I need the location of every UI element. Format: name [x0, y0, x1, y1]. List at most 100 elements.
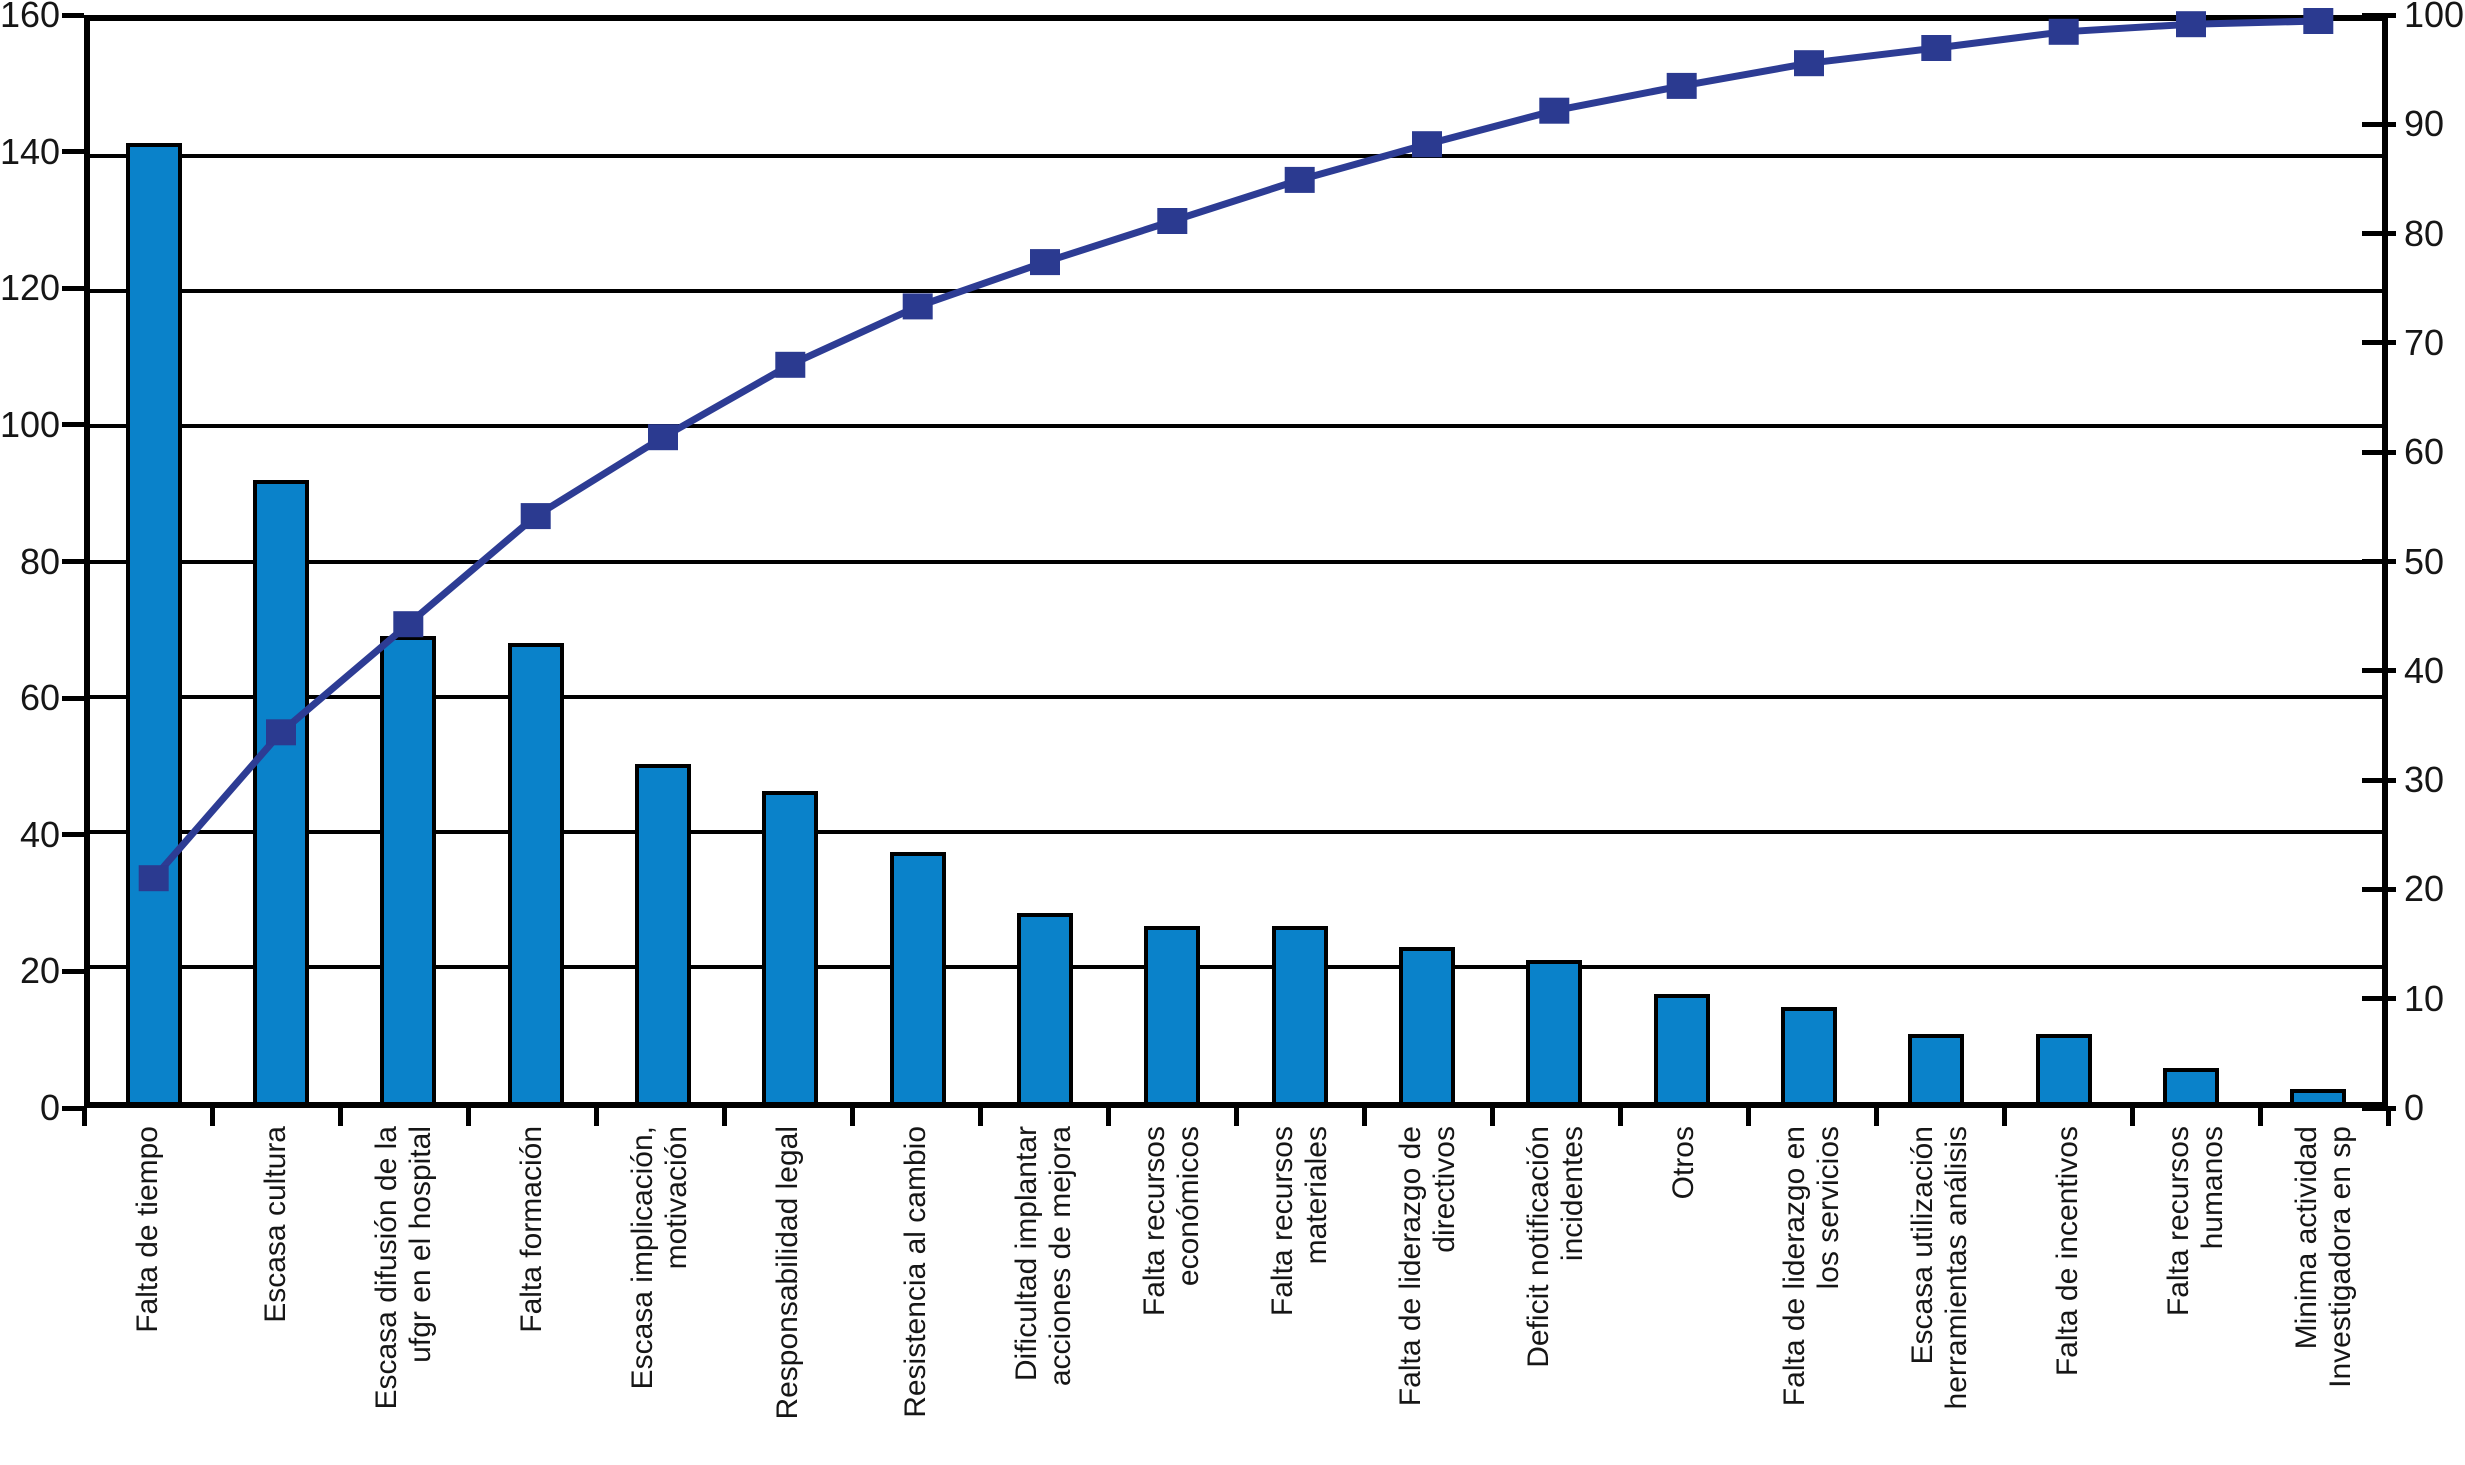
x-axis-label-line: Falta recursos — [1266, 1126, 1299, 1317]
bar — [762, 791, 819, 1102]
x-axis-label-line: Otros — [1667, 1126, 1700, 1200]
cumulative-line-marker — [266, 719, 296, 746]
x-axis-category-label: Dificultad implantar acciones de mejora — [1010, 1126, 1078, 1458]
bar — [1271, 926, 1328, 1102]
x-axis-tick — [1745, 1106, 1751, 1126]
x-axis-category-label: Deficit notificación incidentes — [1522, 1126, 1590, 1458]
left-axis-tick-label: 100 — [0, 403, 61, 445]
cumulative-line-layer — [138, 8, 2334, 892]
right-axis-tick — [2362, 886, 2396, 892]
x-axis-label-line: motivación — [660, 1126, 693, 1270]
x-axis-category-label: Falta recursos humanos — [2162, 1126, 2230, 1458]
x-axis-tick — [2129, 1106, 2135, 1126]
left-axis-tick — [62, 559, 84, 564]
right-axis-tick — [2362, 1105, 2396, 1111]
bar — [380, 635, 437, 1102]
cumulative-line-marker — [1030, 249, 1060, 276]
right-axis-tick-label: 90 — [2404, 103, 2445, 145]
right-axis-tick — [2362, 559, 2396, 564]
cumulative-line-marker — [1284, 166, 1315, 193]
right-axis-tick-label: 20 — [2404, 868, 2445, 910]
gridline — [90, 694, 2382, 699]
x-axis-tick — [1489, 1106, 1495, 1126]
right-axis-tick-label: 50 — [2404, 540, 2445, 582]
bar — [1653, 993, 1710, 1102]
left-axis-tick — [62, 1105, 84, 1111]
x-axis-label-line: Falta de incentivos — [2051, 1126, 2084, 1377]
x-axis-label-line: Falta formación — [515, 1126, 548, 1333]
x-axis-label-line: Minima actividad — [2290, 1126, 2323, 1350]
left-axis-tick-label: 20 — [19, 950, 60, 992]
x-axis-label-line: económicos — [1172, 1126, 1205, 1287]
right-axis-tick — [2362, 12, 2396, 18]
x-axis-tick — [721, 1106, 727, 1126]
x-axis-tick — [2001, 1106, 2007, 1126]
right-axis-tick — [2362, 777, 2396, 783]
gridline — [90, 424, 2382, 429]
left-axis-tick — [62, 695, 84, 701]
x-axis-label-line: Resistencia al cambio — [899, 1126, 932, 1418]
bar — [253, 480, 309, 1102]
bar — [889, 852, 946, 1102]
x-axis-tick — [465, 1106, 471, 1126]
cumulative-line-marker — [1412, 131, 1442, 158]
x-axis-label-line: acciones de mejora — [1044, 1126, 1077, 1387]
gridline — [90, 829, 2382, 834]
x-axis-tick — [977, 1106, 983, 1126]
x-axis-label-line: Deficit notificación — [1522, 1126, 1555, 1368]
x-axis-tick — [81, 1106, 87, 1126]
x-axis-tick — [1361, 1106, 1367, 1126]
bar — [1144, 926, 1201, 1102]
right-axis-tick-label: 60 — [2404, 431, 2445, 473]
cumulative-line-marker — [393, 611, 424, 638]
cumulative-line-marker — [1794, 50, 1824, 77]
right-axis-tick-label: 10 — [2404, 977, 2445, 1019]
cumulative-line-marker — [1539, 97, 1570, 124]
left-axis-tick — [62, 422, 84, 428]
cumulative-line-marker — [2176, 11, 2206, 38]
x-axis-label-line: Dificultad implantar — [1010, 1126, 1043, 1382]
left-axis-tick-label: 80 — [19, 540, 60, 582]
cumulative-line-marker — [648, 424, 678, 451]
x-axis-category-label: Falta de incentivos — [2051, 1126, 2085, 1458]
x-axis-category-label: Resistencia al cambio — [899, 1126, 933, 1458]
x-axis-label-line: Responsabilidad legal — [771, 1126, 804, 1420]
x-axis-label-line: incidentes — [1556, 1126, 1589, 1262]
x-axis-label-line: Escasa utilización — [1906, 1126, 1939, 1365]
bar — [1526, 960, 1583, 1102]
cumulative-line-marker — [520, 503, 551, 530]
bar — [2163, 1068, 2219, 1102]
x-axis-category-label: Falta de liderazgo en los servicios — [1778, 1126, 1846, 1458]
left-axis-tick — [62, 285, 84, 291]
cumulative-line-marker — [1666, 72, 1697, 99]
gridline — [90, 559, 2382, 564]
x-axis-category-label: Falta formación — [515, 1126, 549, 1458]
right-axis-tick-label: 80 — [2404, 212, 2445, 254]
cumulative-line-marker — [2048, 18, 2079, 45]
x-axis-label-line: Escasa difusión de la — [370, 1126, 403, 1410]
x-axis-label-line: herramientas análisis — [1940, 1126, 1973, 1410]
plot-area — [84, 8, 2388, 1108]
x-axis-label-line: Falta recursos — [2162, 1126, 2195, 1317]
x-axis-label-line: los servicios — [1812, 1126, 1845, 1290]
x-axis-tick — [593, 1106, 599, 1126]
left-axis-tick-label: 160 — [0, 0, 61, 35]
right-axis-tick — [2362, 340, 2396, 346]
x-axis-category-label: Escasa implicación, motivación — [626, 1126, 694, 1458]
left-axis-tick — [62, 12, 84, 18]
right-axis-tick — [2362, 996, 2396, 1002]
gridline — [90, 154, 2382, 159]
bar — [2035, 1034, 2092, 1102]
right-axis-tick — [2362, 449, 2396, 455]
cumulative-line-marker — [1157, 208, 1188, 234]
x-axis-label-line: ufgr en el hospital — [404, 1126, 437, 1363]
cumulative-line-marker — [138, 865, 169, 892]
left-axis-tick-label: 40 — [19, 813, 60, 855]
left-axis-tick-label: 120 — [0, 267, 61, 309]
x-axis-label-line: directivos — [1428, 1126, 1461, 1253]
x-axis-label-line: Falta de tiempo — [131, 1126, 164, 1333]
right-axis-tick — [2362, 121, 2396, 127]
x-axis-tick — [1873, 1106, 1879, 1126]
x-axis-category-label: Otros — [1667, 1126, 1701, 1458]
